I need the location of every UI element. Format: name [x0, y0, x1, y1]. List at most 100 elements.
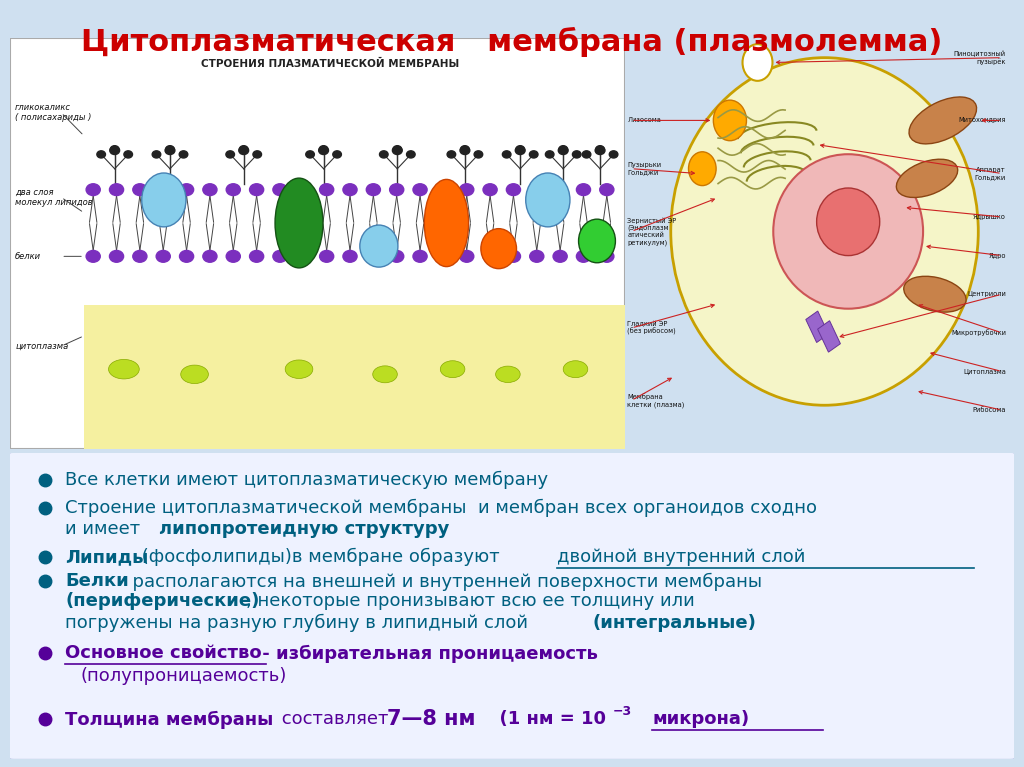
- Circle shape: [413, 251, 427, 262]
- Ellipse shape: [909, 97, 977, 144]
- Circle shape: [529, 184, 544, 196]
- Circle shape: [688, 152, 716, 186]
- Circle shape: [203, 184, 217, 196]
- Circle shape: [600, 184, 613, 196]
- Text: Центриоли: Центриоли: [967, 291, 1006, 298]
- Text: Основное свойство: Основное свойство: [66, 644, 262, 663]
- Text: Толщина мембраны: Толщина мембраны: [66, 710, 273, 729]
- Text: −3: −3: [612, 706, 632, 718]
- Circle shape: [239, 146, 249, 154]
- Ellipse shape: [496, 366, 520, 383]
- Text: Рибосома: Рибосома: [973, 407, 1006, 413]
- Ellipse shape: [141, 173, 186, 227]
- Circle shape: [367, 184, 380, 196]
- Circle shape: [558, 146, 568, 154]
- Ellipse shape: [481, 229, 516, 268]
- Text: Аппарат
Гольджи: Аппарат Гольджи: [975, 167, 1006, 180]
- Circle shape: [226, 184, 241, 196]
- Circle shape: [474, 151, 482, 158]
- Circle shape: [179, 151, 187, 158]
- Text: двойной внутренний слой: двойной внутренний слой: [557, 548, 806, 566]
- Circle shape: [240, 146, 248, 153]
- Circle shape: [609, 151, 617, 158]
- Ellipse shape: [817, 188, 880, 255]
- Circle shape: [133, 184, 147, 196]
- Circle shape: [577, 184, 591, 196]
- Circle shape: [506, 184, 520, 196]
- Circle shape: [153, 151, 161, 158]
- Circle shape: [111, 146, 119, 153]
- Circle shape: [460, 251, 474, 262]
- Text: Мембрана
клетки (плазма): Мембрана клетки (плазма): [628, 393, 685, 407]
- Circle shape: [742, 44, 772, 81]
- Circle shape: [529, 251, 544, 262]
- Text: Цитоплазматическая   мембрана (плазмолемма): Цитоплазматическая мембрана (плазмолемма…: [81, 27, 943, 57]
- Circle shape: [516, 146, 524, 153]
- Circle shape: [600, 251, 613, 262]
- Circle shape: [250, 184, 264, 196]
- Circle shape: [559, 146, 567, 153]
- Circle shape: [110, 251, 124, 262]
- Text: Цитоплазма: Цитоплазма: [963, 368, 1006, 374]
- Ellipse shape: [563, 360, 588, 377]
- Text: Микротрубочки: Микротрубочки: [951, 329, 1006, 336]
- Circle shape: [393, 146, 401, 153]
- Circle shape: [529, 151, 538, 158]
- Circle shape: [460, 184, 474, 196]
- Text: 7—8 нм: 7—8 нм: [387, 709, 475, 729]
- Text: Лизосома: Лизосома: [628, 117, 662, 123]
- FancyBboxPatch shape: [10, 38, 625, 449]
- Circle shape: [436, 184, 451, 196]
- Circle shape: [343, 184, 357, 196]
- Circle shape: [483, 184, 498, 196]
- Circle shape: [319, 251, 334, 262]
- Ellipse shape: [773, 154, 923, 308]
- Circle shape: [86, 184, 100, 196]
- Text: цитоплазма: цитоплазма: [15, 341, 69, 351]
- Ellipse shape: [109, 360, 139, 379]
- Ellipse shape: [359, 225, 398, 267]
- Text: Зернистый ЭР
(Эндоплазм
атический
ретикулум): Зернистый ЭР (Эндоплазм атический ретику…: [628, 217, 677, 245]
- Text: два слоя
молекул липидов: два слоя молекул липидов: [15, 188, 93, 207]
- Circle shape: [367, 251, 380, 262]
- Circle shape: [97, 151, 105, 158]
- Circle shape: [179, 184, 194, 196]
- Ellipse shape: [373, 366, 397, 383]
- Text: погружены на разную глубину в липидный слой: погружены на разную глубину в липидный с…: [66, 614, 535, 632]
- FancyBboxPatch shape: [8, 452, 1016, 760]
- Text: Строение цитоплазматической мембраны  и мембран всех органоидов сходно: Строение цитоплазматической мембраны и м…: [66, 499, 817, 517]
- Text: составляет: составляет: [276, 710, 394, 729]
- Circle shape: [253, 151, 261, 158]
- Text: Липиды: Липиды: [66, 548, 148, 566]
- Text: и имеет: и имеет: [66, 520, 146, 538]
- Ellipse shape: [896, 160, 957, 197]
- Circle shape: [333, 151, 341, 158]
- Circle shape: [436, 251, 451, 262]
- Circle shape: [515, 146, 525, 154]
- Circle shape: [226, 251, 241, 262]
- Ellipse shape: [275, 178, 323, 268]
- Circle shape: [553, 184, 567, 196]
- Circle shape: [166, 146, 174, 153]
- Ellipse shape: [579, 219, 615, 263]
- Text: Все клетки имеют цитоплазматическую мембрану: Все клетки имеют цитоплазматическую мемб…: [66, 471, 549, 489]
- Text: (фосфолипиды)в мембране образуют: (фосфолипиды)в мембране образуют: [135, 548, 505, 566]
- Circle shape: [319, 184, 334, 196]
- Text: (периферические): (периферические): [66, 592, 260, 611]
- Circle shape: [156, 184, 170, 196]
- Text: Ядро: Ядро: [988, 252, 1006, 258]
- Circle shape: [577, 251, 591, 262]
- Ellipse shape: [440, 360, 465, 377]
- Ellipse shape: [671, 58, 978, 405]
- Circle shape: [572, 151, 581, 158]
- Circle shape: [318, 146, 329, 154]
- Circle shape: [553, 251, 567, 262]
- Circle shape: [179, 251, 194, 262]
- Circle shape: [447, 151, 456, 158]
- Bar: [806, 311, 828, 343]
- Bar: [84, 305, 625, 449]
- Text: СТРОЕНИЯ ПЛАЗМАТИЧЕСКОЙ МЕМБРАНЫ: СТРОЕНИЯ ПЛАЗМАТИЧЕСКОЙ МЕМБРАНЫ: [201, 59, 459, 69]
- Text: микрона): микрона): [652, 710, 750, 729]
- Circle shape: [503, 151, 511, 158]
- Ellipse shape: [180, 365, 209, 384]
